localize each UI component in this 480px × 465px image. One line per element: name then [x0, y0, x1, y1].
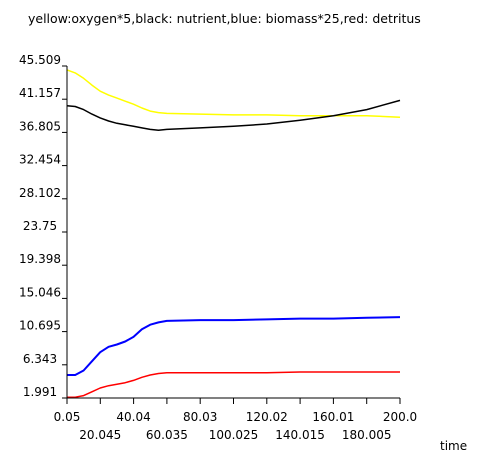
series-line-3: [67, 371, 400, 398]
x-tick-label: 80.03: [183, 410, 217, 424]
y-tick-label: 1.991: [23, 385, 57, 399]
y-tick-label: 28.102: [19, 186, 61, 200]
y-tick-label: 10.695: [19, 319, 61, 333]
x-tick-label: 60.035: [146, 428, 188, 442]
series-line-2: [67, 316, 401, 376]
x-tick-label: 120.02: [246, 410, 288, 424]
x-tick-label: 20.045: [79, 428, 121, 442]
series-line-0: [66, 69, 401, 118]
y-axis: 45.509 41.157 36.805 32.454 28.102 23.75 19.39…: [19, 53, 68, 399]
y-tick-label: 6.343: [23, 352, 57, 366]
y-tick-label: 36.805: [19, 119, 61, 133]
y-tick-label: 45.509: [19, 53, 61, 67]
x-axis-label: time: [440, 439, 467, 453]
x-tick-label: 200.0: [383, 410, 417, 424]
y-tick-label: 41.157: [19, 86, 61, 100]
x-tick-label: 140.015: [275, 428, 325, 442]
x-tick-label: 180.005: [342, 428, 392, 442]
plot-area: [66, 69, 401, 398]
y-tick-label: 32.454: [19, 153, 61, 167]
x-tick-label: 0.05: [54, 410, 81, 424]
x-tick-label: 100.025: [209, 428, 259, 442]
chart-title: yellow:oxygen*5,black: nutrient,blue: bi…: [28, 11, 421, 26]
series-line-1: [66, 99, 401, 131]
x-tick-label: 40.04: [116, 410, 150, 424]
y-tick-label: 23.75: [23, 219, 57, 233]
y-tick-label: 19.398: [19, 252, 61, 266]
y-tick-label: 15.046: [19, 285, 61, 299]
x-axis: 0.05 40.04 80.03 120.02 160.01 200.0 20.045 60.…: [54, 397, 417, 442]
x-tick-label: 160.01: [312, 410, 354, 424]
